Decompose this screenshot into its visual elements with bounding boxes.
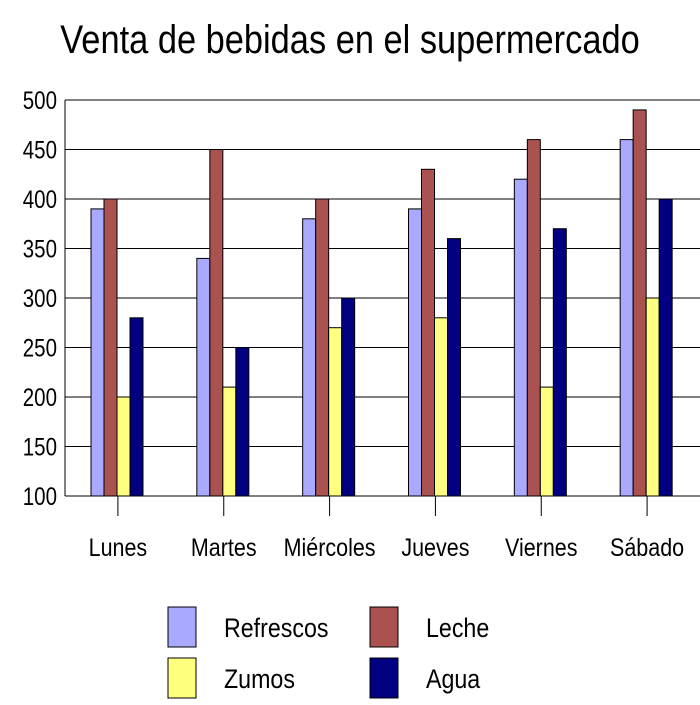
bar-refrescos-3	[302, 218, 317, 497]
y-tick-label: 250	[23, 334, 57, 362]
bar-refrescos-4	[408, 208, 422, 497]
x-tick-label: Lunes	[89, 533, 148, 561]
x-tick-label: Miércoles	[284, 533, 376, 561]
bar-leche-3	[315, 198, 330, 497]
legend-swatch-refrescos	[167, 606, 197, 648]
legend-swatch-leche	[369, 606, 399, 648]
chart-title: Venta de bebidas en el supermercado	[60, 18, 640, 62]
bar-leche-6	[632, 109, 647, 497]
bar-refrescos-1	[90, 208, 105, 497]
bar-zumos-4	[434, 317, 448, 497]
bar-agua-2	[235, 347, 250, 497]
bar-agua-3	[341, 297, 356, 497]
x-tick-label: Jueves	[401, 533, 469, 561]
y-tick-label: 200	[23, 383, 57, 411]
y-tick-label: 300	[23, 284, 57, 312]
bar-leche-1	[103, 198, 118, 497]
legend-label-agua: Agua	[426, 664, 480, 694]
bar-refrescos-5	[513, 178, 528, 497]
bar-leche-5	[526, 139, 541, 497]
y-tick-label: 350	[23, 235, 57, 263]
x-tick-label: Sábado	[610, 533, 684, 561]
bar-zumos-6	[645, 297, 660, 497]
y-tick-label: 450	[23, 136, 57, 164]
bar-agua-5	[552, 228, 567, 497]
legend-label-leche: Leche	[426, 613, 489, 643]
bar-zumos-3	[328, 327, 343, 497]
legend-swatch-agua	[369, 657, 399, 699]
bar-refrescos-6	[619, 139, 634, 497]
bar-agua-6	[658, 198, 673, 497]
y-tick-label: 400	[23, 185, 57, 213]
bar-leche-2	[209, 149, 224, 497]
bar-leche-4	[421, 168, 435, 497]
legend-swatch-zumos	[167, 657, 197, 699]
legend-label-refrescos: Refrescos	[224, 613, 328, 643]
bar-zumos-5	[539, 386, 554, 497]
bar-refrescos-2	[196, 257, 211, 497]
bar-zumos-2	[222, 386, 237, 497]
y-tick-label: 500	[23, 86, 57, 114]
bar-agua-1	[129, 317, 144, 497]
x-tick-label: Martes	[191, 533, 257, 561]
y-tick-label: 150	[23, 433, 57, 461]
bar-agua-4	[447, 238, 461, 497]
legend-label-zumos: Zumos	[224, 664, 295, 694]
y-tick-label: 100	[23, 482, 57, 510]
x-tick-label: Viernes	[505, 533, 577, 561]
bar-zumos-1	[116, 396, 131, 497]
